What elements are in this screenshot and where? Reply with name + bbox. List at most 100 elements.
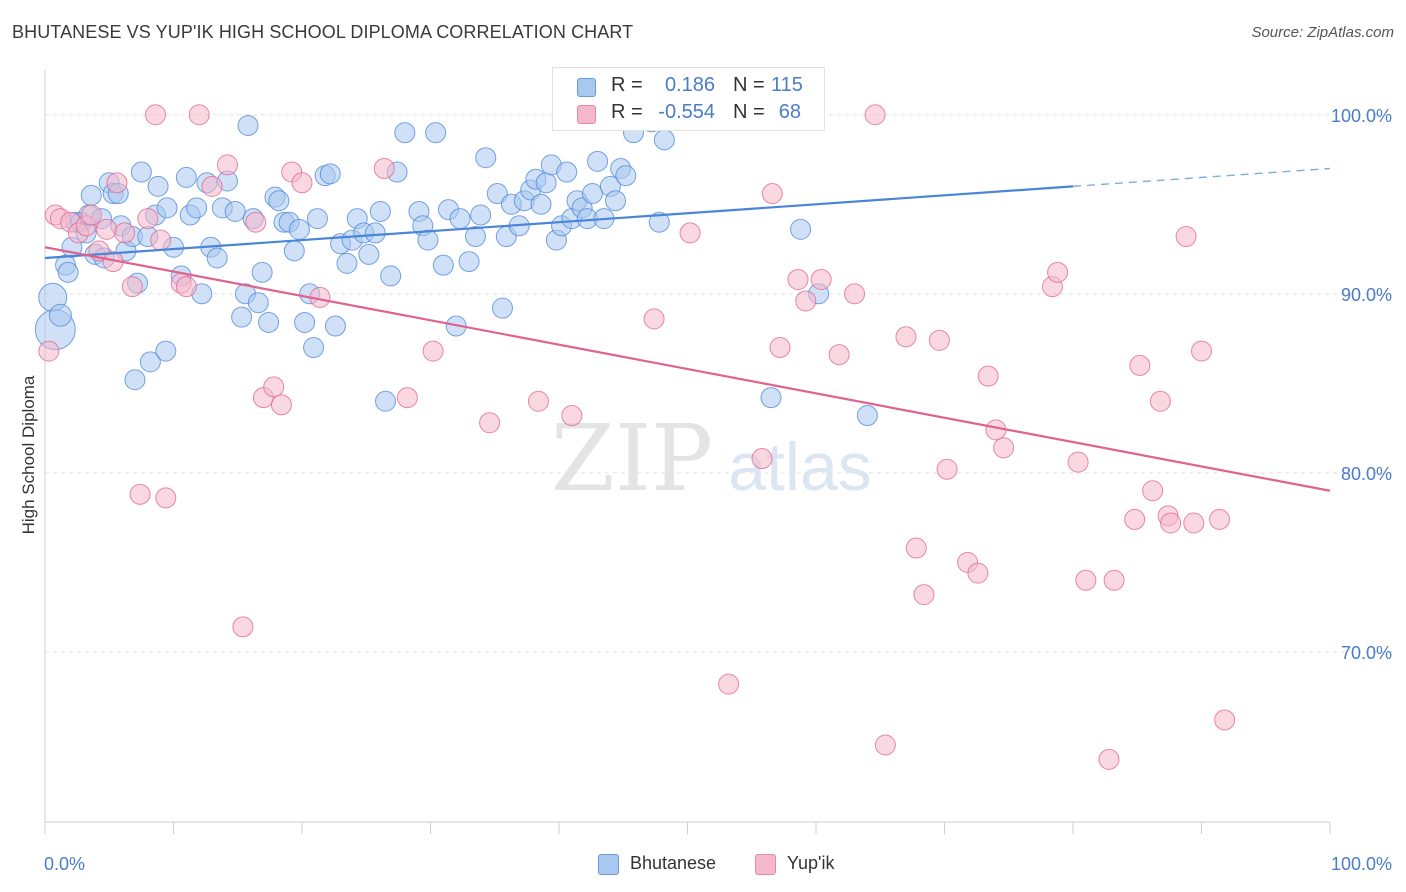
data-point: [864, 104, 886, 126]
data-point: [1208, 508, 1230, 530]
data-point: [155, 487, 177, 509]
y-tick-label: 90.0%: [1341, 285, 1392, 305]
data-point: [718, 673, 740, 695]
data-point: [1191, 340, 1212, 362]
data-point: [150, 229, 172, 251]
data-point: [155, 340, 177, 362]
data-point: [206, 247, 228, 269]
data-point: [795, 290, 817, 312]
data-point: [464, 226, 486, 248]
data-point: [263, 376, 285, 398]
data-point: [425, 122, 447, 144]
stats-legend: R = 0.186 N = 115 R = -0.554 N = 68: [552, 67, 825, 131]
trend-line: [44, 246, 1331, 492]
data-point: [130, 161, 152, 183]
data-point: [751, 448, 773, 470]
data-point: [1124, 508, 1146, 530]
data-point: [486, 183, 508, 205]
data-point: [175, 166, 197, 188]
data-point: [394, 122, 416, 144]
data-point: [294, 311, 316, 333]
grid-lines: [45, 114, 1392, 653]
data-point: [48, 303, 72, 327]
data-point: [188, 104, 210, 126]
data-point: [928, 329, 950, 351]
data-point: [283, 240, 305, 262]
data-point: [977, 365, 999, 387]
data-point: [396, 387, 418, 409]
data-point: [936, 458, 958, 480]
y-tick-label: 80.0%: [1341, 464, 1392, 484]
data-point: [247, 292, 269, 314]
data-point: [201, 175, 223, 197]
data-point: [245, 211, 267, 233]
legend-swatch-bhutanese: [598, 854, 619, 875]
data-point: [828, 344, 850, 366]
data-point: [1129, 354, 1151, 376]
data-point: [303, 337, 325, 359]
data-point: [124, 369, 146, 391]
data-point: [856, 405, 878, 427]
data-point: [80, 184, 102, 206]
data-point: [1183, 512, 1205, 534]
data-point: [587, 150, 609, 172]
data-point: [129, 483, 151, 505]
legend-r-value: -0.554: [658, 101, 715, 123]
data-point: [324, 315, 346, 337]
data-point: [139, 351, 161, 373]
data-point: [679, 222, 701, 244]
data-point: [268, 190, 290, 212]
legend-row-yupik: R = -0.554 N = 68: [553, 99, 824, 127]
series-legend: Bhutanese Yup'ik: [0, 852, 1406, 878]
data-point: [291, 172, 313, 194]
legend-label-bhutanese: Bhutanese: [630, 853, 717, 873]
data-point: [147, 175, 169, 197]
chart-title: BHUTANESE VS YUP'IK HIGH SCHOOL DIPLOMA …: [12, 22, 634, 42]
legend-row-bhutanese: R = 0.186 N = 115: [553, 72, 824, 100]
yupik-points: [38, 104, 1236, 770]
y-tick-label: 100.0%: [1331, 106, 1392, 126]
bhutanese-points: [34, 104, 878, 427]
data-point: [288, 218, 310, 240]
legend-r-label: R =: [611, 74, 643, 96]
data-point: [224, 200, 246, 222]
x-tick-label-max: 100.0%: [1331, 854, 1392, 874]
data-point: [258, 311, 280, 333]
data-point: [810, 268, 832, 290]
legend-n-value: 115: [771, 74, 803, 96]
data-point: [527, 390, 549, 412]
data-point: [1047, 261, 1069, 283]
source-label: Source: ZipAtlas.com: [1251, 24, 1394, 41]
data-point: [38, 340, 60, 362]
data-point: [615, 165, 637, 187]
data-point: [306, 208, 328, 230]
data-point: [905, 537, 927, 559]
data-point: [145, 104, 167, 126]
watermark-atlas: atlas: [728, 429, 872, 505]
y-tick-labels: 100.0% 90.0% 80.0% 70.0%: [1331, 106, 1392, 663]
data-point: [114, 222, 136, 244]
data-point: [1142, 480, 1164, 502]
data-point: [375, 390, 397, 412]
legend-r-value: 0.186: [664, 74, 715, 96]
data-point: [760, 387, 782, 409]
data-point: [216, 154, 238, 176]
data-point: [895, 326, 917, 348]
data-point: [648, 211, 670, 233]
data-point: [913, 584, 935, 606]
legend-swatch-yupik: [577, 105, 596, 124]
data-point: [270, 394, 292, 416]
data-point: [1067, 451, 1089, 473]
legend-swatch-yupik: [755, 854, 776, 875]
data-point: [1103, 569, 1125, 591]
data-point: [491, 297, 513, 319]
data-point: [156, 197, 178, 219]
data-point: [432, 254, 454, 276]
data-point: [458, 251, 480, 273]
data-point: [319, 163, 341, 185]
trend-line: [44, 185, 1074, 260]
y-tick-label: 70.0%: [1341, 643, 1392, 663]
data-point: [1214, 709, 1236, 731]
legend-label-yupik: Yup'ik: [787, 853, 835, 873]
data-point: [874, 734, 896, 756]
